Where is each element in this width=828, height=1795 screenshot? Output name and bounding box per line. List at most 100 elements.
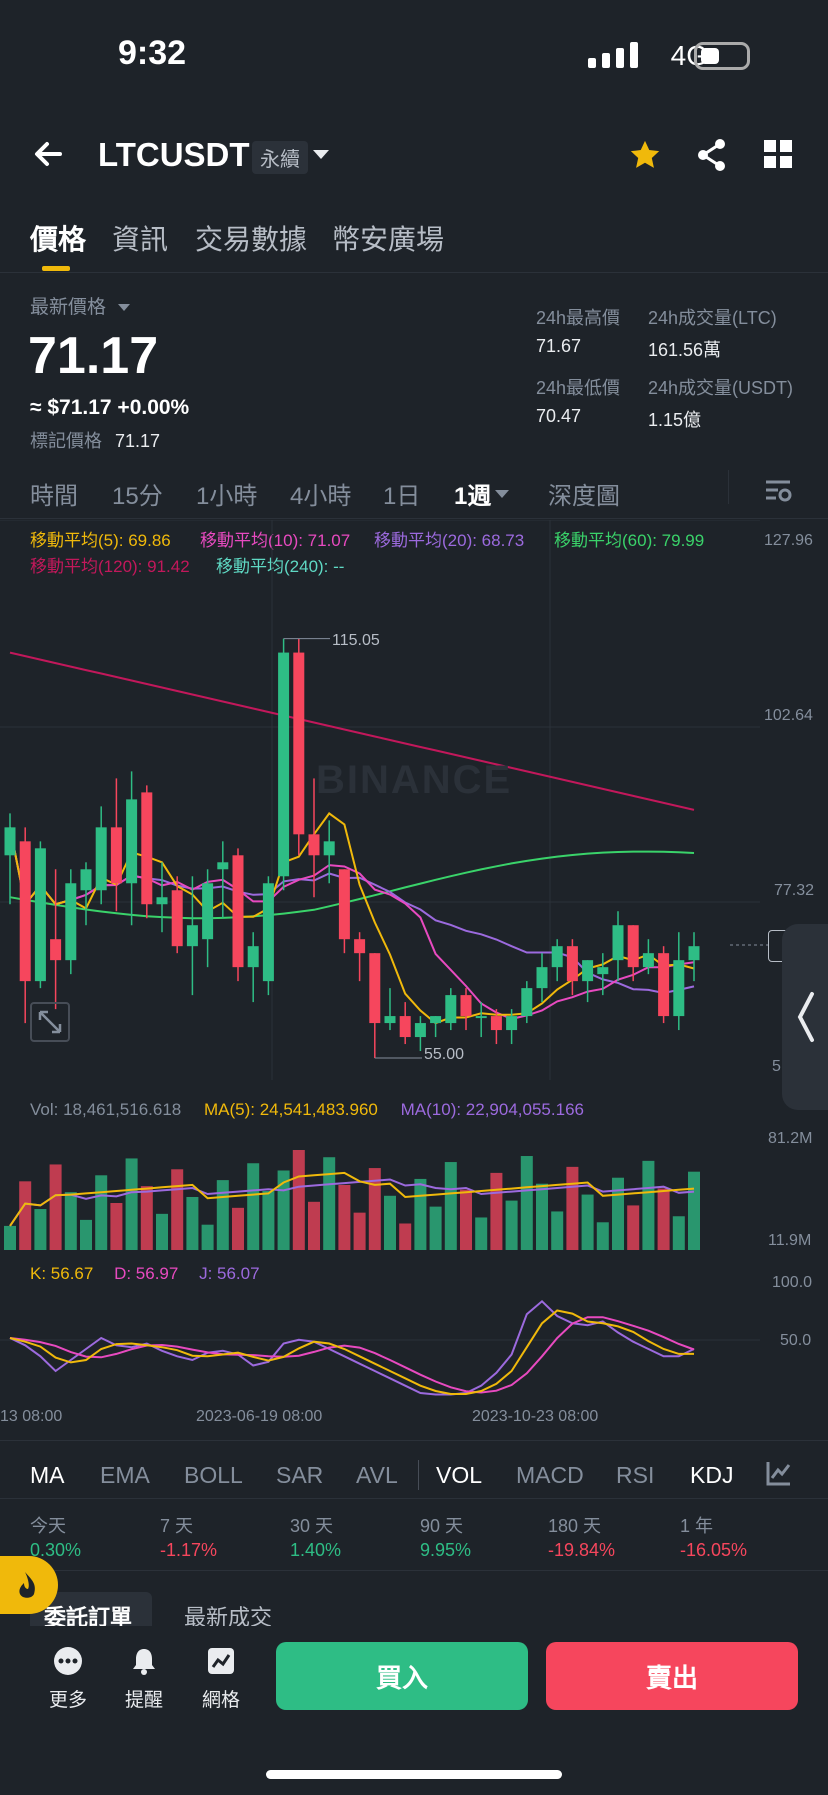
volume-bar xyxy=(19,1181,32,1250)
volume-bar xyxy=(399,1223,412,1250)
alert-button[interactable]: 提醒 xyxy=(114,1646,174,1712)
tf-15m[interactable]: 15分 xyxy=(112,483,163,510)
time-axis-label: 2023-10-23 08:00 xyxy=(472,1408,599,1425)
candle-body xyxy=(308,834,320,856)
grid-bot-button[interactable]: 網格 xyxy=(191,1646,251,1712)
back-arrow-icon[interactable] xyxy=(30,134,70,174)
candle-body xyxy=(490,1016,502,1031)
last-price: 71.17 xyxy=(28,327,159,385)
candle-body xyxy=(4,827,16,856)
volume-bar xyxy=(657,1188,670,1250)
candle-body xyxy=(19,841,31,982)
perf-value: 1.40% xyxy=(290,1540,342,1560)
indicator-settings-icon[interactable] xyxy=(766,1460,792,1491)
candle-body xyxy=(658,953,670,1017)
candle-body xyxy=(582,960,594,982)
separator xyxy=(0,1498,828,1499)
favorite-star-icon[interactable] xyxy=(628,138,662,177)
candle-body xyxy=(338,869,350,940)
volume-bar xyxy=(49,1164,62,1250)
candle-body xyxy=(110,827,122,884)
volume-bar xyxy=(475,1217,488,1250)
candle-body xyxy=(566,946,578,982)
fire-float-button[interactable] xyxy=(0,1556,58,1614)
volume-bar xyxy=(688,1171,700,1250)
volume-bar xyxy=(672,1216,685,1250)
kdj-chart xyxy=(0,1299,760,1396)
volume-bar xyxy=(34,1209,47,1250)
tf-depth[interactable]: 深度圖 xyxy=(548,483,620,510)
kdj-d-line xyxy=(9,1316,695,1394)
separator xyxy=(0,1440,828,1441)
more-icon xyxy=(54,1647,82,1675)
time-axis-label: 2023-06-19 08:00 xyxy=(196,1408,323,1425)
volume-bar xyxy=(156,1213,168,1250)
low-label: 24h最低價 xyxy=(536,378,621,398)
volume-bar xyxy=(444,1162,457,1250)
ind-avl[interactable]: AVL xyxy=(356,1462,398,1488)
perf-value: -1.17% xyxy=(160,1540,218,1560)
more-button[interactable]: 更多 xyxy=(38,1646,98,1712)
mark-price: 標記價格 71.17 xyxy=(30,431,161,451)
low-value: 70.47 xyxy=(536,406,582,426)
share-icon[interactable] xyxy=(696,138,728,177)
candle-body xyxy=(642,953,654,968)
low-annotation: 55.00 xyxy=(424,1046,465,1063)
tab-recent-trades[interactable]: 最新成交 xyxy=(184,1605,273,1630)
ind-ma[interactable]: MA xyxy=(30,1462,65,1488)
grid-menu-icon[interactable] xyxy=(764,140,792,173)
volume-bar xyxy=(80,1219,92,1250)
tab-info[interactable]: 資訊 xyxy=(112,224,169,255)
volume-bar xyxy=(368,1168,381,1250)
ind-boll[interactable]: BOLL xyxy=(184,1462,243,1488)
ma5-label: 移動平均(5): 69.86 xyxy=(30,531,171,550)
volume-bar xyxy=(64,1192,77,1250)
side-panel-handle[interactable] xyxy=(782,924,828,1110)
perf-label: 今天 xyxy=(30,1516,66,1536)
ma10-label: 移動平均(10): 71.07 xyxy=(200,531,351,550)
price-chart[interactable] xyxy=(0,520,828,1080)
chart-settings-icon[interactable] xyxy=(764,478,792,509)
tab-square[interactable]: 幣安廣場 xyxy=(332,224,445,255)
time-axis-label: 13 08:00 xyxy=(0,1408,63,1425)
symbol-title[interactable]: LTCUSDT xyxy=(98,136,250,173)
sell-button[interactable]: 賣出 xyxy=(546,1642,798,1710)
tf-dropdown-icon[interactable] xyxy=(494,486,510,504)
tab-open-orders[interactable]: 委託訂單 xyxy=(44,1605,133,1630)
perf-label: 7 天 xyxy=(160,1516,194,1536)
tf-4h[interactable]: 4小時 xyxy=(290,483,352,510)
expand-icon[interactable] xyxy=(30,1002,70,1042)
candle-body xyxy=(50,939,62,961)
volume-bar xyxy=(627,1205,640,1250)
candle-body xyxy=(688,946,700,961)
volume-bar xyxy=(642,1160,655,1250)
volume-bar xyxy=(384,1195,396,1250)
signal-icon xyxy=(588,42,638,68)
tf-1h[interactable]: 1小時 xyxy=(196,483,258,510)
ma5-line xyxy=(9,812,695,1025)
ind-rsi[interactable]: RSI xyxy=(616,1462,655,1488)
ind-sar[interactable]: SAR xyxy=(276,1462,324,1488)
price-axis-label: 102.64 xyxy=(764,707,813,724)
tab-trading-data[interactable]: 交易數據 xyxy=(195,224,308,255)
candle-body xyxy=(414,1023,426,1038)
buy-button[interactable]: 買入 xyxy=(276,1642,528,1710)
tf-time[interactable]: 時間 xyxy=(30,483,78,510)
ind-kdj[interactable]: KDJ xyxy=(690,1462,734,1488)
tf-1d[interactable]: 1日 xyxy=(383,483,421,510)
tab-price[interactable]: 價格 xyxy=(30,224,87,255)
caret-down-icon xyxy=(118,304,131,311)
symbol-dropdown-icon[interactable] xyxy=(312,148,330,166)
latest-price-label[interactable]: 最新價格 xyxy=(30,292,131,319)
volume-ma5-line xyxy=(9,1171,695,1227)
perf-label: 1 年 xyxy=(680,1516,714,1536)
volume-bar xyxy=(490,1172,503,1250)
binance-watermark: BINANCE xyxy=(316,758,513,802)
candle-body xyxy=(156,897,168,905)
volume-bar xyxy=(247,1163,260,1250)
ind-macd[interactable]: MACD xyxy=(516,1462,584,1488)
volume-bar xyxy=(596,1222,609,1250)
tf-1w[interactable]: 1週 xyxy=(454,483,492,510)
ind-vol[interactable]: VOL xyxy=(436,1462,483,1488)
ind-ema[interactable]: EMA xyxy=(100,1462,150,1488)
